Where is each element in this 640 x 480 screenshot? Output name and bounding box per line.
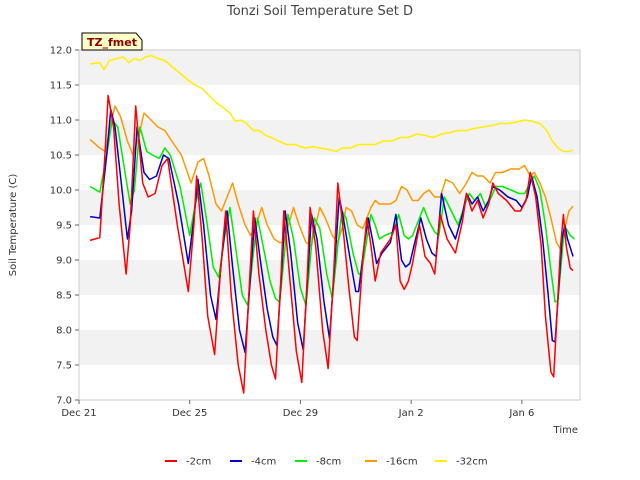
x-tick-label: Jan 6 <box>508 408 534 419</box>
series-line-8cmcm <box>89 119 575 307</box>
y-tick-label: 11.5 <box>50 81 72 92</box>
y-tick-label: 11.0 <box>50 116 72 127</box>
y-tick-label: 8.5 <box>56 291 72 302</box>
grid-band <box>79 295 580 330</box>
legend-label: -8cm <box>316 457 341 468</box>
series-line-2cmcm <box>89 94 574 394</box>
y-axis-label: Soil Temperature (C) <box>8 174 19 277</box>
x-tick-label: Dec 29 <box>283 408 318 419</box>
x-tick-label: Jan 2 <box>398 408 424 419</box>
badge-label: TZ_fmet <box>87 36 137 49</box>
station-badge: TZ_fmet <box>81 32 143 51</box>
series-lines <box>89 54 575 394</box>
x-axis-ticks: Dec 21 Dec 25 Dec 29 Jan 2 Jan 6 <box>61 400 534 419</box>
legend-label: -2cm <box>186 457 211 468</box>
series-line-16cmcm <box>89 105 574 251</box>
y-tick-label: 9.0 <box>56 256 72 267</box>
y-tick-label: 7.0 <box>56 396 72 407</box>
grid-band <box>79 225 580 260</box>
grid-band <box>79 190 580 225</box>
y-tick-label: 8.0 <box>56 326 72 337</box>
y-tick-label: 10.0 <box>50 186 72 197</box>
legend: -2cm -4cm -8cm -16cm -32cm <box>165 457 488 468</box>
y-axis-ticks: 7.0 7.5 8.0 8.5 9.0 9.5 10.0 10.5 11.0 11.5 12.0 <box>50 46 79 407</box>
grid-band <box>79 155 580 190</box>
y-tick-label: 7.5 <box>56 361 72 372</box>
legend-label: -16cm <box>386 457 418 468</box>
y-tick-label: 12.0 <box>50 46 72 57</box>
badge-box <box>81 32 143 51</box>
grid-band <box>79 365 580 400</box>
x-tick-label: Dec 21 <box>61 408 96 419</box>
grid-band <box>79 260 580 295</box>
chart-title: Tonzi Soil Temperature Set D <box>226 4 413 19</box>
grid-band <box>79 50 580 85</box>
x-axis-label: Time <box>553 425 578 436</box>
grid-band <box>79 85 580 120</box>
y-tick-label: 9.5 <box>56 221 72 232</box>
series-line-32cmcm <box>89 54 574 153</box>
y-tick-label: 10.5 <box>50 151 72 162</box>
legend-label: -4cm <box>251 457 276 468</box>
x-tick-label: Dec 25 <box>172 408 207 419</box>
legend-label: -32cm <box>456 457 488 468</box>
